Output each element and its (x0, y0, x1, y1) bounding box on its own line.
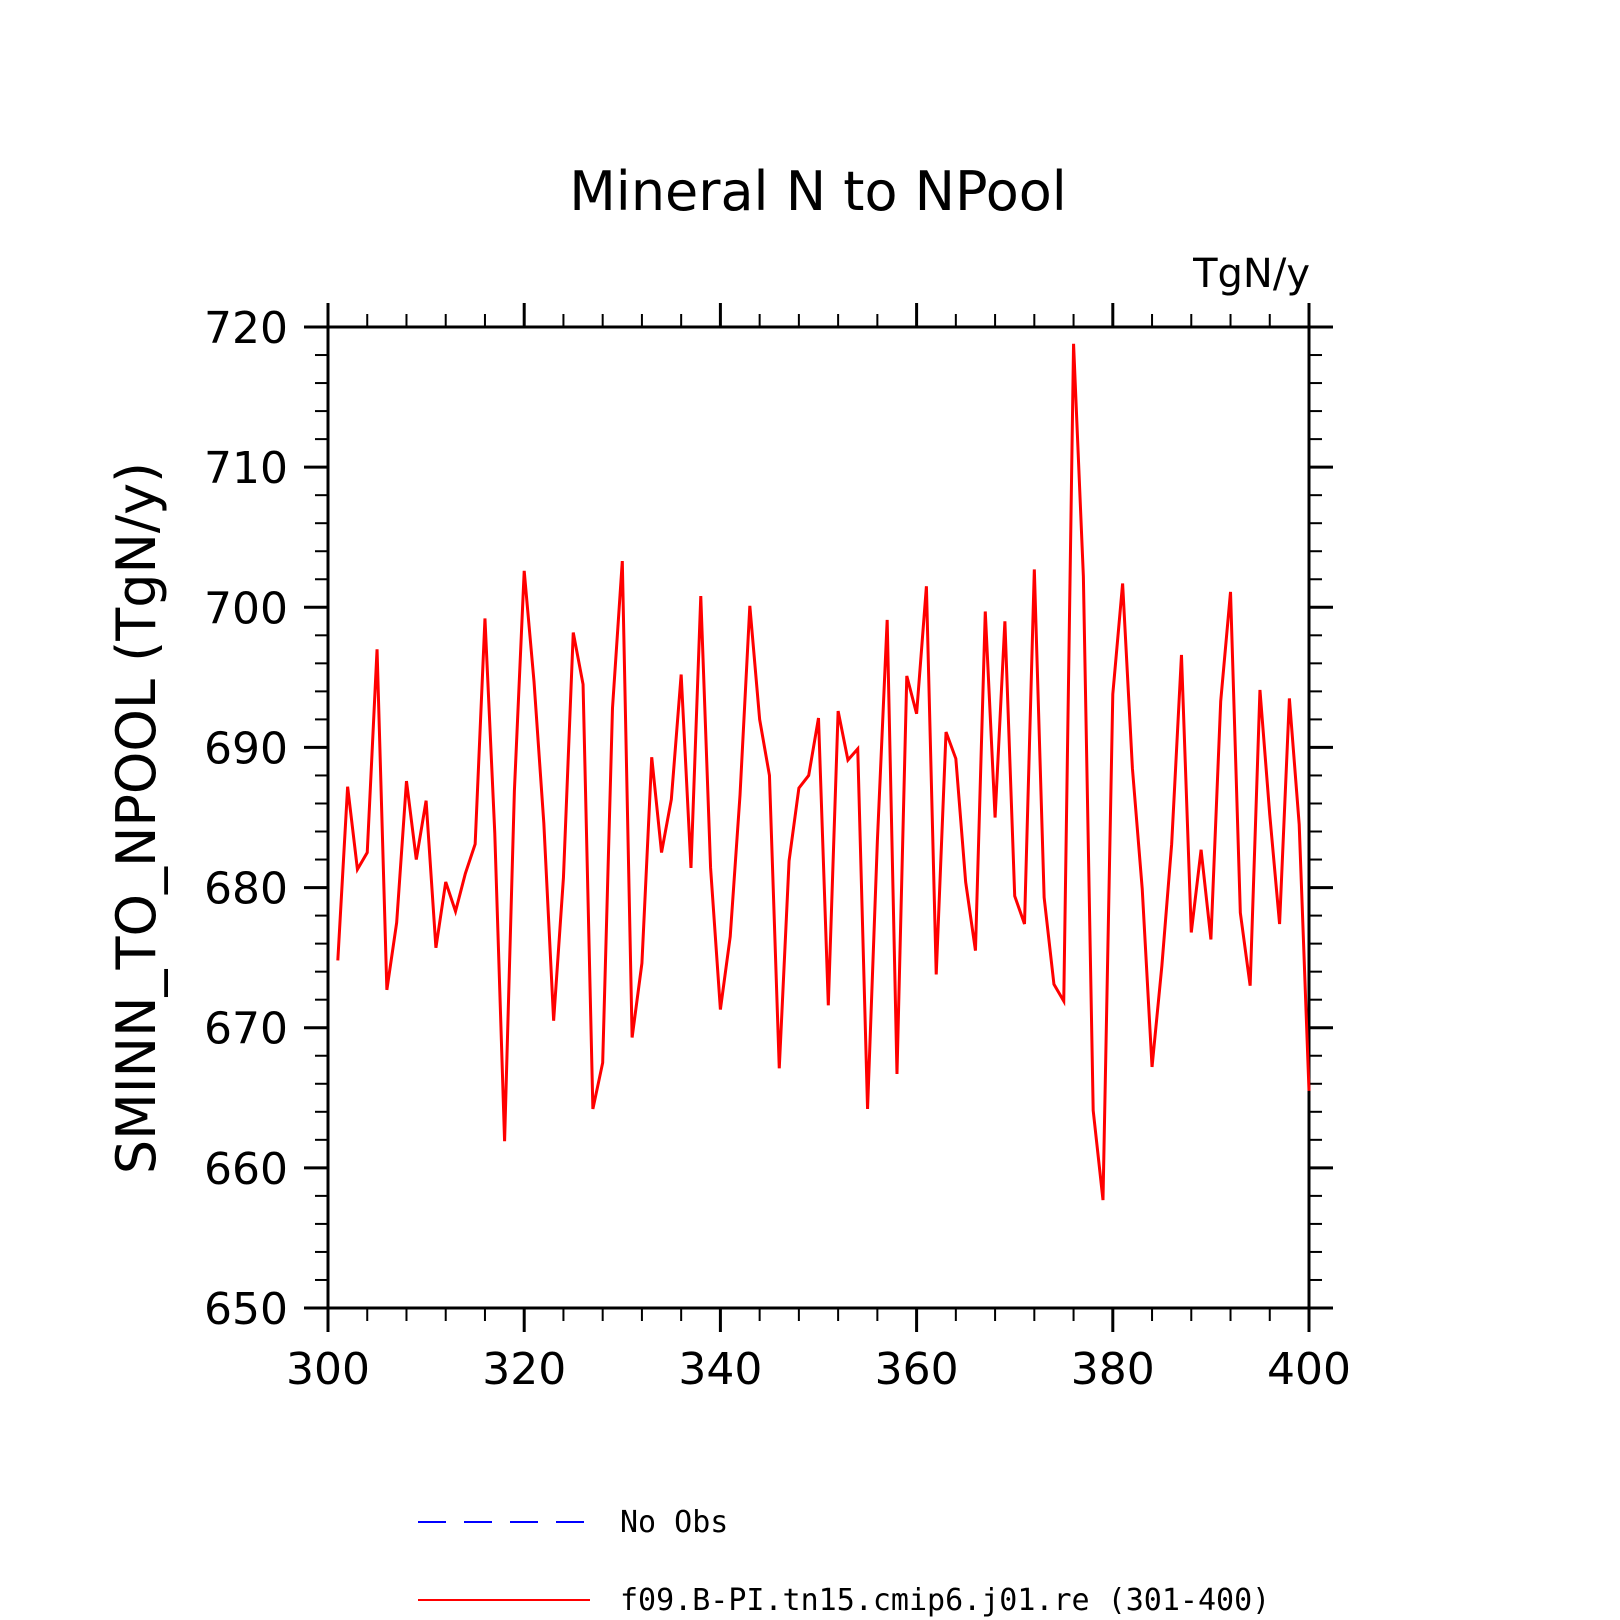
minor-ticks (315, 314, 1322, 1321)
units-label: TgN/y (1192, 251, 1310, 297)
y-tick-label: 700 (204, 583, 288, 634)
plot-frame (326, 325, 1311, 1310)
series-lines (336, 343, 1311, 1201)
y-axis-label: SMINN_TO_NPOOL (TgN/y) (105, 462, 168, 1174)
x-tick-label: 320 (482, 1344, 566, 1395)
legend-label-model: f09.B-PI.tn15.cmip6.j01.re (301-400) (620, 1583, 1270, 1618)
x-tick-label: 400 (1267, 1344, 1351, 1395)
legend-label-no-obs: No Obs (620, 1505, 728, 1540)
x-tick-label: 380 (1071, 1344, 1155, 1395)
y-tick-label: 720 (204, 303, 288, 354)
chart-title: Mineral N to NPool (569, 160, 1067, 223)
y-tick-label: 680 (204, 864, 288, 915)
y-tick-label: 660 (204, 1144, 288, 1195)
x-tick-label: 360 (875, 1344, 959, 1395)
series-line-1 (336, 343, 1311, 1201)
y-tick-label: 650 (204, 1284, 288, 1335)
y-tick-label: 670 (204, 1004, 288, 1055)
x-tick-label: 340 (678, 1344, 762, 1395)
major-ticks (304, 303, 1333, 1332)
y-tick-labels: 650 660 670 680 690 700 710 720 (204, 303, 288, 1335)
legend: No Obs f09.B-PI.tn15.cmip6.j01.re (301-4… (418, 1505, 1270, 1618)
y-tick-label: 690 (204, 723, 288, 774)
x-tick-labels: 300 320 340 360 380 400 (286, 1344, 1351, 1395)
x-tick-label: 300 (286, 1344, 370, 1395)
y-tick-label: 710 (204, 443, 288, 494)
